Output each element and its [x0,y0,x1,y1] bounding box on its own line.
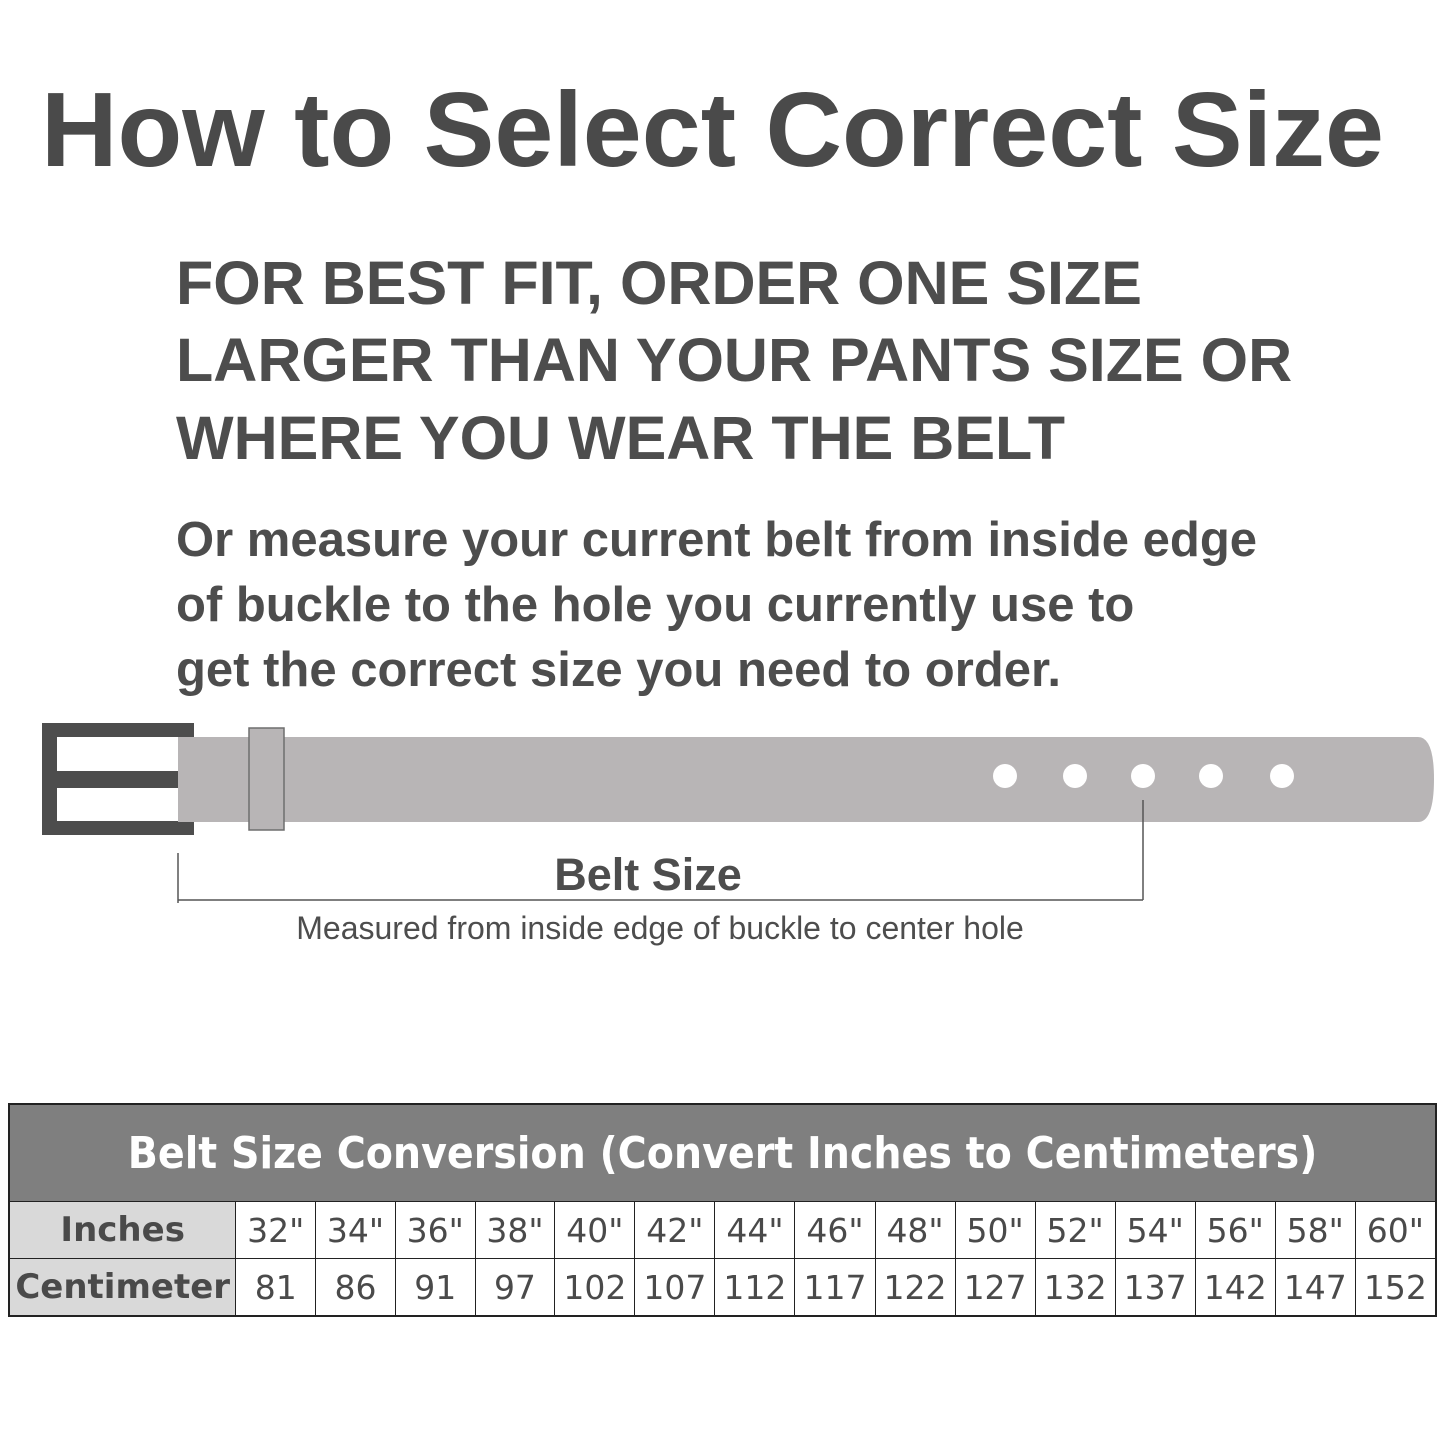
row-label: Centimeter [8,1258,237,1317]
tip-line-2: LARGER THAN YOUR PANTS SIZE OR [176,326,1293,394]
table-cell: 60" [1354,1201,1437,1259]
table-cell: 132 [1034,1258,1116,1317]
belt-loop [248,727,285,831]
belt-hole [993,764,1017,788]
tip-line-1: FOR BEST FIT, ORDER ONE SIZE [176,249,1142,317]
table-cell: 107 [634,1258,716,1317]
table-cell: 32" [235,1201,317,1259]
table-cell: 44" [714,1201,796,1259]
table-row: Inches 32" 34" 36" 38" 40" 42" 44" 46" 48" 50" 52" 5… [8,1201,1437,1259]
table-cell: 38" [474,1201,556,1259]
table-cell: 127 [954,1258,1036,1317]
table-cell: 102 [554,1258,636,1317]
table-cell: 52" [1034,1201,1116,1259]
belt-hole [1199,764,1223,788]
table-cell: 152 [1354,1258,1437,1317]
measurement-bracket [177,800,1144,903]
table-cell: 147 [1274,1258,1356,1317]
belt-diagram [42,723,1434,903]
belt-hole [1131,764,1155,788]
table-cell: 34" [315,1201,396,1259]
belt-hole [1063,764,1087,788]
measure-line-1: Or measure your current belt from inside… [176,513,1258,567]
table-cell: 117 [794,1258,876,1317]
size-conversion-table: Belt Size Conversion (Convert Inches to … [8,1103,1437,1317]
table-cell: 40" [554,1201,636,1259]
page-title: How to Select Correct Size [40,71,1384,189]
measurement-caption: Measured from inside edge of buckle to c… [296,910,1024,946]
table-cell: 54" [1114,1201,1196,1259]
measure-line-2: of buckle to the hole you currently use … [176,578,1135,632]
table-cell: 42" [634,1201,716,1259]
table-cell: 91 [394,1258,476,1317]
table-cell: 48" [874,1201,956,1259]
table-title: Belt Size Conversion (Convert Inches to … [8,1103,1437,1202]
table-cell: 36" [394,1201,476,1259]
table-cell: 50" [954,1201,1036,1259]
belt-size-label: Belt Size [554,849,742,900]
buckle-icon [42,723,194,835]
table-cell: 81 [235,1258,317,1317]
table-cell: 97 [474,1258,556,1317]
table-cell: 58" [1274,1201,1356,1259]
tip-line-3: WHERE YOU WEAR THE BELT [176,404,1066,472]
table-cell: 112 [714,1258,796,1317]
table-cell: 56" [1194,1201,1276,1259]
belt-strap [178,737,1434,822]
belt-hole [1270,764,1294,788]
measure-line-3: get the correct size you need to order. [176,643,1061,697]
belt-holes [993,764,1294,788]
table-row: Centimeter 81 86 91 97 102 107 112 117 122 127 132 1… [8,1258,1437,1317]
table-cell: 137 [1114,1258,1196,1317]
row-label: Inches [8,1201,237,1259]
table-cell: 122 [874,1258,956,1317]
table-cell: 46" [794,1201,876,1259]
table-cell: 86 [315,1258,396,1317]
table-cell: 142 [1194,1258,1276,1317]
